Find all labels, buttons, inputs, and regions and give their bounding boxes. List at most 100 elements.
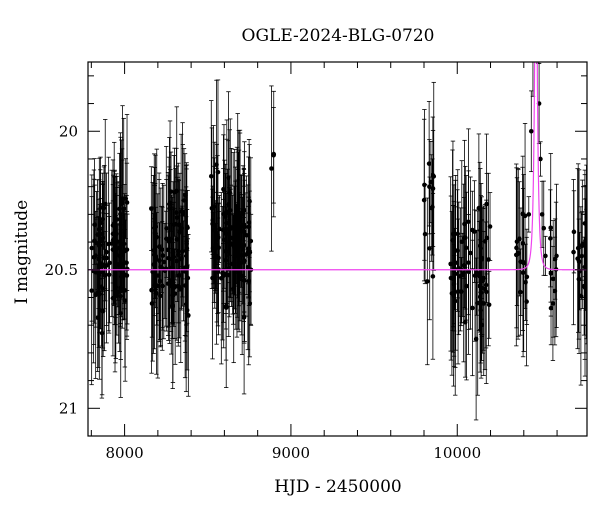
data-point xyxy=(271,90,277,218)
point-marker xyxy=(102,273,108,278)
data-point xyxy=(229,148,234,307)
data-point xyxy=(167,223,172,344)
point-marker xyxy=(269,166,274,171)
point-marker xyxy=(579,253,584,259)
point-marker xyxy=(155,273,161,278)
point-marker xyxy=(149,301,155,306)
data-point xyxy=(476,221,482,332)
point-marker xyxy=(430,274,436,279)
point-marker xyxy=(106,241,111,247)
data-point xyxy=(160,206,165,331)
data-point xyxy=(575,163,581,333)
point-marker xyxy=(470,305,475,311)
data-point xyxy=(481,230,487,376)
data-point xyxy=(114,182,120,301)
point-marker xyxy=(513,252,519,258)
point-marker xyxy=(153,253,158,259)
x-tick-label: 8000 xyxy=(105,444,143,462)
point-marker xyxy=(89,245,95,251)
point-marker xyxy=(123,196,129,201)
data-point xyxy=(470,239,475,377)
point-marker xyxy=(91,254,97,260)
point-marker xyxy=(543,253,548,259)
point-marker xyxy=(224,220,230,226)
data-point xyxy=(526,196,532,233)
data-point xyxy=(170,222,176,389)
data-point xyxy=(234,179,240,318)
point-marker xyxy=(487,224,493,229)
chart-title: OGLE-2024-BLG-0720 xyxy=(242,26,435,46)
data-point xyxy=(453,179,458,368)
data-point xyxy=(215,79,221,265)
data-point xyxy=(174,191,180,288)
point-marker xyxy=(483,282,489,288)
point-marker xyxy=(520,270,526,275)
point-marker xyxy=(486,302,492,308)
data-point xyxy=(449,211,455,376)
point-marker xyxy=(209,205,215,211)
point-marker xyxy=(94,240,99,246)
data-point xyxy=(117,185,123,328)
plot-frame xyxy=(87,61,588,437)
point-marker xyxy=(455,289,461,294)
point-marker xyxy=(229,225,234,230)
y-tick-label: 20 xyxy=(59,122,78,140)
data-point xyxy=(95,179,100,290)
data-point xyxy=(243,192,249,317)
data-point xyxy=(209,127,215,290)
y-tick-label: 21 xyxy=(59,399,78,417)
data-point xyxy=(180,122,185,307)
point-marker xyxy=(571,229,577,235)
data-point xyxy=(466,128,471,316)
point-marker xyxy=(548,225,554,231)
point-marker xyxy=(185,225,190,230)
point-marker xyxy=(472,273,478,278)
point-marker xyxy=(484,235,490,241)
point-marker xyxy=(167,206,172,211)
data-point xyxy=(571,190,577,274)
point-marker xyxy=(100,286,105,292)
x-tick-label: 10000 xyxy=(433,444,481,462)
data-point xyxy=(427,176,433,321)
data-point xyxy=(112,176,117,325)
y-tick-label: 19.5 xyxy=(45,0,78,2)
data-point xyxy=(472,209,478,342)
point-marker xyxy=(234,246,240,251)
data-point xyxy=(269,85,274,252)
point-marker xyxy=(124,266,130,272)
point-marker xyxy=(208,173,214,179)
point-marker xyxy=(114,239,120,244)
axes: 80009000100001919.52020.521 xyxy=(45,0,588,462)
data-point xyxy=(584,208,587,340)
point-marker xyxy=(576,259,582,264)
data-point xyxy=(223,227,229,389)
data-point xyxy=(520,188,526,358)
point-marker xyxy=(184,308,190,313)
data-point xyxy=(535,18,541,64)
data-point xyxy=(543,235,548,276)
model-line xyxy=(88,62,587,271)
point-marker xyxy=(220,270,225,276)
data-point xyxy=(241,169,247,281)
model-curve xyxy=(88,62,587,271)
point-marker xyxy=(241,222,247,228)
point-marker xyxy=(231,286,237,292)
point-marker xyxy=(579,243,585,249)
point-marker xyxy=(548,305,554,311)
x-axis-label: HJD - 2450000 xyxy=(274,477,402,497)
data-point xyxy=(478,183,484,335)
point-marker xyxy=(210,245,216,251)
point-marker xyxy=(247,198,252,204)
data-point xyxy=(532,0,537,17)
point-marker xyxy=(180,212,185,217)
data-points xyxy=(89,0,587,421)
point-marker xyxy=(462,221,467,227)
data-point xyxy=(123,158,129,239)
data-point xyxy=(122,213,128,368)
point-marker xyxy=(476,205,482,211)
data-point xyxy=(579,211,585,281)
point-marker xyxy=(536,18,541,23)
point-marker xyxy=(119,241,125,247)
point-marker xyxy=(466,219,471,225)
point-marker xyxy=(104,263,109,268)
